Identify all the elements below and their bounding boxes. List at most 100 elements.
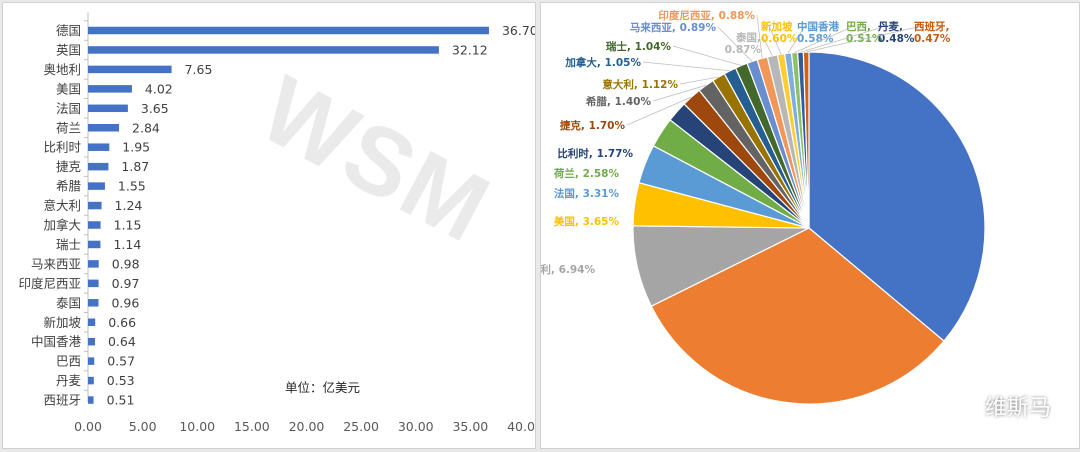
category-label: 英国 (56, 42, 81, 57)
slice-label: 加拿大, 1.05% (564, 56, 641, 69)
x-tick-label: 40.00 (507, 419, 535, 434)
bar-value-label: 0.51 (107, 393, 135, 408)
slice-label: 法国, 3.31% (554, 187, 620, 200)
bar (88, 376, 94, 385)
category-label: 德国 (56, 23, 81, 38)
category-label: 美国 (56, 81, 81, 96)
leader-line (762, 36, 773, 57)
bar (88, 201, 102, 210)
bar-value-label: 36.70 (502, 23, 535, 38)
bar (88, 46, 439, 54)
bar (88, 240, 101, 249)
bar-value-label: 1.87 (121, 159, 149, 174)
slice-label: 泰国, 0.87% (725, 31, 762, 56)
bar (88, 65, 172, 74)
bar (88, 104, 128, 113)
bar (88, 221, 101, 229)
bar-chart: 德国 36.70 英国 32.12 奥地利 7.65 美国 4.02 法国 3.65 荷兰 2.84 比… (18, 12, 543, 434)
bar-value-label: 3.65 (141, 101, 169, 116)
bar (88, 162, 109, 171)
bar-value-label: 1.55 (118, 179, 146, 194)
category-label: 希腊 (56, 179, 82, 194)
leader-line (756, 14, 763, 59)
wechat-icon (947, 395, 976, 417)
bar (88, 337, 95, 346)
bar-value-label: 7.65 (185, 62, 213, 77)
pie-chart-panel: 德国, 33.32% 英国, 29.15% 奥地利, 6.94% 美国, 3.65% 法… (519, 2, 1080, 449)
category-label: 中国香港 (31, 334, 82, 349)
leader-line (794, 25, 855, 53)
pie-slice (808, 51, 986, 342)
slice-label: 英国, 29.15% (783, 414, 857, 427)
unit-note: 单位：亿美元 (285, 380, 360, 395)
bar-value-label: 0.96 (111, 295, 139, 310)
bar-value-label: 0.97 (112, 276, 140, 291)
bar-value-label: 0.64 (108, 334, 136, 349)
slice-label: 马来西亚, 0.89% (630, 21, 717, 34)
pie-slice (650, 227, 945, 405)
bar-value-label: 2.84 (132, 120, 160, 135)
category-label: 捷克 (56, 159, 81, 174)
bar (88, 85, 132, 93)
bar-value-label: 1.14 (113, 237, 141, 252)
category-label: 丹麦 (56, 373, 82, 388)
category-label: 瑞士 (56, 237, 81, 252)
bar (88, 26, 489, 35)
slice-label: 捷克, 1.70% (560, 119, 626, 132)
bar-chart-panel: 德国 36.70 英国 32.12 奥地利 7.65 美国 4.02 法国 3.65 荷兰 2.84 比… (2, 2, 543, 449)
slice-label: 希腊, 1.40% (585, 95, 652, 108)
bar-value-label: 1.95 (122, 140, 150, 155)
category-label: 泰国 (56, 295, 81, 310)
category-label: 法国 (56, 101, 81, 116)
slice-label: 意大利, 1.12% (602, 78, 678, 91)
leader-line (679, 76, 719, 85)
category-label: 马来西亚 (31, 256, 81, 271)
bar (88, 143, 110, 151)
slice-label: 新加坡 0.60% (761, 20, 798, 45)
slice-label: 德国, 33.32% (975, 135, 1049, 148)
leader-line (642, 61, 730, 72)
bar (88, 124, 120, 132)
category-label: 巴西 (56, 354, 81, 369)
bar (88, 279, 99, 288)
leader-line (626, 96, 692, 126)
brand-mark: 维斯马 (947, 390, 1051, 422)
slice-label: 西班牙, 0.47% (914, 20, 951, 45)
x-tick-label: 10.00 (179, 419, 215, 434)
bar-value-label: 32.12 (452, 42, 488, 57)
slice-label: 美国, 3.65% (554, 215, 620, 228)
bar-value-label: 0.53 (107, 373, 135, 388)
category-label: 荷兰 (56, 120, 81, 135)
brand-name: 维斯马 (984, 396, 1051, 421)
bar-value-label: 1.15 (114, 218, 142, 233)
leader-line (652, 84, 707, 102)
leader-line (672, 45, 742, 66)
leader-line (768, 25, 782, 55)
leader-line (806, 25, 923, 53)
leader-line (787, 25, 806, 54)
slice-label: 丹麦, 0.48% (878, 20, 915, 45)
leader-line (800, 25, 887, 53)
slice-label: 荷兰, 2.58% (553, 167, 620, 180)
x-tick-label: 0.00 (74, 419, 102, 434)
x-tick-label: 15.00 (234, 419, 270, 434)
bar-value-label: 4.02 (145, 81, 173, 96)
category-label: 意大利 (43, 198, 81, 213)
bar (88, 299, 99, 307)
slice-label: 瑞士, 1.04% (606, 40, 672, 53)
leader-line (717, 26, 753, 62)
x-tick-label: 25.00 (343, 419, 379, 434)
category-label: 加拿大 (43, 218, 81, 233)
bar-value-label: 0.98 (112, 256, 140, 271)
category-label: 奥地利 (43, 62, 81, 77)
bar (88, 182, 105, 190)
slice-label: 印度尼西亚, 0.88% (658, 9, 755, 22)
bar (88, 260, 99, 268)
x-tick-label: 35.00 (452, 419, 488, 434)
category-label: 新加坡 (43, 315, 81, 330)
bar (88, 357, 95, 365)
bar (88, 318, 96, 326)
x-tick-label: 30.00 (398, 419, 434, 434)
slice-label: 奥地利, 6.94% (541, 263, 595, 276)
bar-value-label: 0.57 (107, 354, 135, 369)
